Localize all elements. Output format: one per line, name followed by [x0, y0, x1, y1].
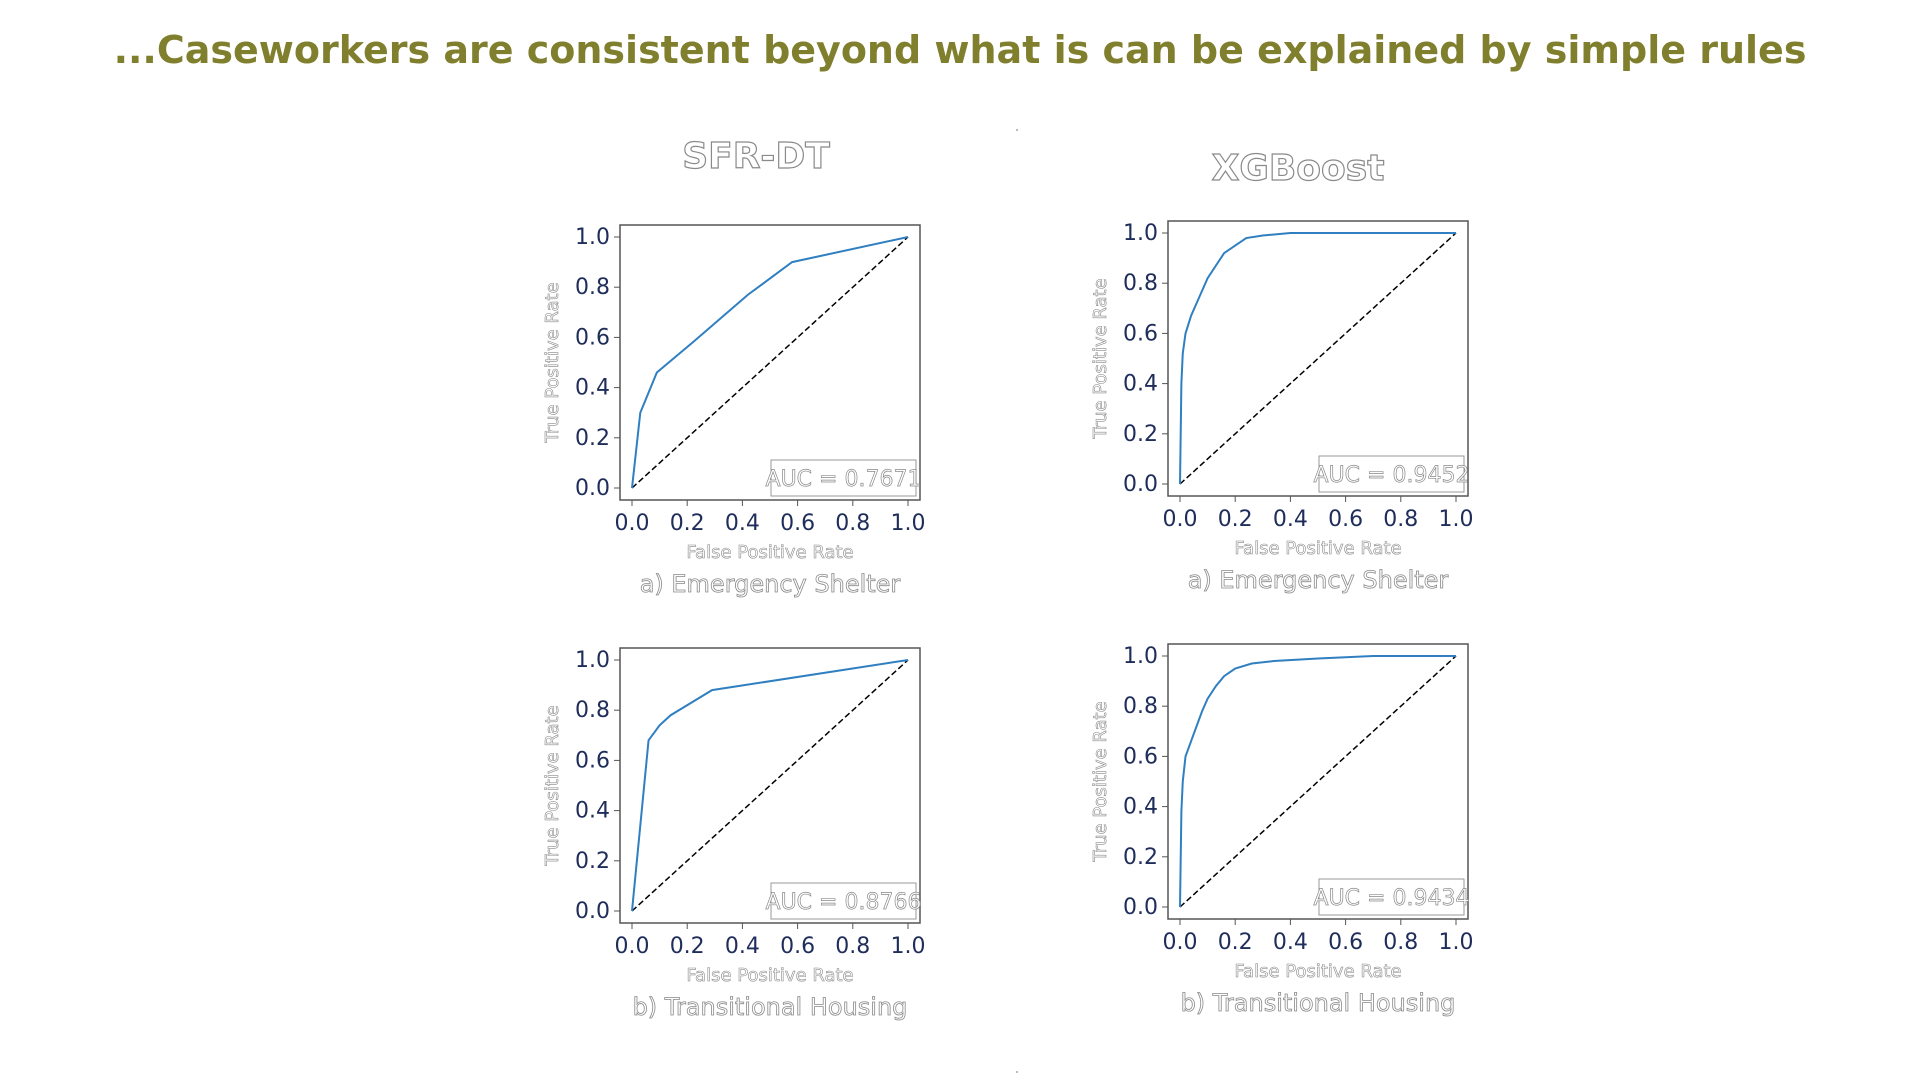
chart-caption: a) Emergency Shelter: [640, 570, 901, 598]
roc-chart-xgboost-transitional-housing: 0.0 0.2 0.4 0.6 0.8 1.0 0.0 0.2 0.4 0.6 0.8 1.0 Fals…: [1088, 634, 1508, 1034]
y-axis-title: True Positive Rate: [542, 282, 563, 443]
y-tick-label: 0.0: [1123, 472, 1158, 497]
x-tick-label: 0.8: [835, 511, 870, 536]
x-axis-title: False Positive Rate: [686, 542, 853, 563]
column-title-sfr-dt: SFR-DT: [682, 135, 831, 177]
x-tick-label: 1.0: [1439, 507, 1474, 532]
y-axis-title: True Positive Rate: [1090, 278, 1111, 439]
roc-chart-sfr-dt-transitional-housing: 0.0 0.2 0.4 0.6 0.8 1.0 0.0 0.2 0.4 0.6 0.8 1.0 Fals…: [540, 638, 960, 1038]
auc-box: [1318, 455, 1465, 493]
chance-diagonal: [1179, 655, 1457, 908]
x-tick-label: 0.4: [725, 934, 760, 959]
chart-caption: b) Transitional Housing: [633, 993, 908, 1021]
auc-box: [770, 459, 917, 497]
x-axis-title: False Positive Rate: [1234, 538, 1401, 559]
y-axis-title: True Positive Rate: [1090, 701, 1111, 862]
auc-label: AUC = 0.9452: [1314, 463, 1470, 488]
y-tick-label: 0.6: [1123, 744, 1158, 769]
x-tick-label: 0.8: [1383, 930, 1418, 955]
auc-box: [770, 882, 917, 920]
auc-box: [1318, 878, 1465, 916]
x-tick-label: 0.8: [835, 934, 870, 959]
x-tick-label: 1.0: [1439, 930, 1474, 955]
auc-label: AUC = 0.7671: [766, 467, 922, 492]
chart-caption: a) Emergency Shelter: [1188, 566, 1449, 594]
divider-dot-bottom: [1016, 1071, 1018, 1073]
x-tick-label: 0.2: [670, 934, 705, 959]
y-tick-label: 0.2: [1123, 422, 1158, 447]
x-tick-label: 0.6: [780, 934, 815, 959]
x-tick-label: 0.0: [1163, 507, 1198, 532]
y-tick-label: 0.4: [575, 376, 610, 401]
roc-svg: 0.0 0.2 0.4 0.6 0.8 1.0 0.0 0.2 0.4 0.6 0.8 1.0 Fals…: [542, 224, 926, 598]
x-tick-label: 0.2: [670, 511, 705, 536]
y-tick-label: 0.2: [1123, 845, 1158, 870]
divider-dot-top: [1016, 129, 1018, 131]
y-tick-label: 0.4: [1123, 795, 1158, 820]
roc-svg: 0.0 0.2 0.4 0.6 0.8 1.0 0.0 0.2 0.4 0.6 0.8 1.0 Fals…: [542, 647, 926, 1021]
x-tick-label: 0.6: [1328, 930, 1363, 955]
y-tick-label: 0.2: [575, 849, 610, 874]
x-tick-label: 0.4: [725, 511, 760, 536]
auc-label: AUC = 0.8766: [766, 890, 922, 915]
y-axis-title: True Positive Rate: [542, 705, 563, 866]
y-tick-label: 0.8: [575, 275, 610, 300]
roc-chart-xgboost-emergency-shelter: 0.0 0.2 0.4 0.6 0.8 1.0 0.0 0.2 0.4 0.6 0.8 1.0 Fals…: [1088, 211, 1508, 611]
x-tick-label: 0.0: [615, 511, 650, 536]
chance-diagonal: [631, 236, 909, 489]
auc-label: AUC = 0.9434: [1314, 886, 1470, 911]
x-tick-label: 0.4: [1273, 930, 1308, 955]
x-axis-title: False Positive Rate: [1234, 961, 1401, 982]
chart-caption: b) Transitional Housing: [1181, 989, 1456, 1017]
plot-frame: [619, 224, 921, 501]
x-tick-label: 0.2: [1218, 507, 1253, 532]
x-tick-label: 0.6: [1328, 507, 1363, 532]
y-tick-label: 1.0: [1123, 221, 1158, 246]
y-tick-label: 0.8: [1123, 694, 1158, 719]
roc-svg: 0.0 0.2 0.4 0.6 0.8 1.0 0.0 0.2 0.4 0.6 0.8 1.0 Fals…: [1090, 220, 1474, 594]
x-tick-label: 1.0: [891, 511, 926, 536]
y-tick-label: 0.6: [575, 325, 610, 350]
slide-headline: ...Caseworkers are consistent beyond wha…: [113, 28, 1807, 72]
roc-curve: [631, 236, 909, 489]
y-tick-label: 0.8: [1123, 271, 1158, 296]
x-tick-label: 1.0: [891, 934, 926, 959]
chance-diagonal: [1179, 232, 1457, 485]
roc-curve: [1179, 232, 1456, 485]
x-tick-label: 0.0: [615, 934, 650, 959]
y-tick-label: 1.0: [575, 225, 610, 250]
x-tick-label: 0.0: [1163, 930, 1198, 955]
roc-chart-sfr-dt-emergency-shelter: 0.0 0.2 0.4 0.6 0.8 1.0 0.0 0.2 0.4 0.6 0.8 1.0 Fals…: [540, 215, 960, 615]
roc-curve: [631, 659, 909, 912]
x-tick-label: 0.4: [1273, 507, 1308, 532]
x-tick-label: 0.6: [780, 511, 815, 536]
y-tick-label: 0.4: [575, 799, 610, 824]
y-tick-label: 1.0: [575, 648, 610, 673]
y-tick-label: 0.6: [1123, 321, 1158, 346]
column-title-xgboost: XGBoost: [1211, 147, 1385, 189]
roc-curve: [1179, 655, 1456, 908]
x-axis-title: False Positive Rate: [686, 965, 853, 986]
roc-svg: 0.0 0.2 0.4 0.6 0.8 1.0 0.0 0.2 0.4 0.6 0.8 1.0 Fals…: [1090, 643, 1474, 1017]
y-tick-label: 0.8: [575, 698, 610, 723]
y-tick-label: 0.0: [1123, 895, 1158, 920]
plot-frame: [619, 647, 921, 924]
plot-frame: [1167, 643, 1469, 920]
y-tick-label: 0.0: [575, 899, 610, 924]
y-tick-label: 0.2: [575, 426, 610, 451]
x-tick-label: 0.8: [1383, 507, 1418, 532]
plot-frame: [1167, 220, 1469, 497]
y-tick-label: 1.0: [1123, 644, 1158, 669]
chance-diagonal: [631, 659, 909, 912]
y-tick-label: 0.6: [575, 748, 610, 773]
y-tick-label: 0.0: [575, 476, 610, 501]
y-tick-label: 0.4: [1123, 372, 1158, 397]
x-tick-label: 0.2: [1218, 930, 1253, 955]
